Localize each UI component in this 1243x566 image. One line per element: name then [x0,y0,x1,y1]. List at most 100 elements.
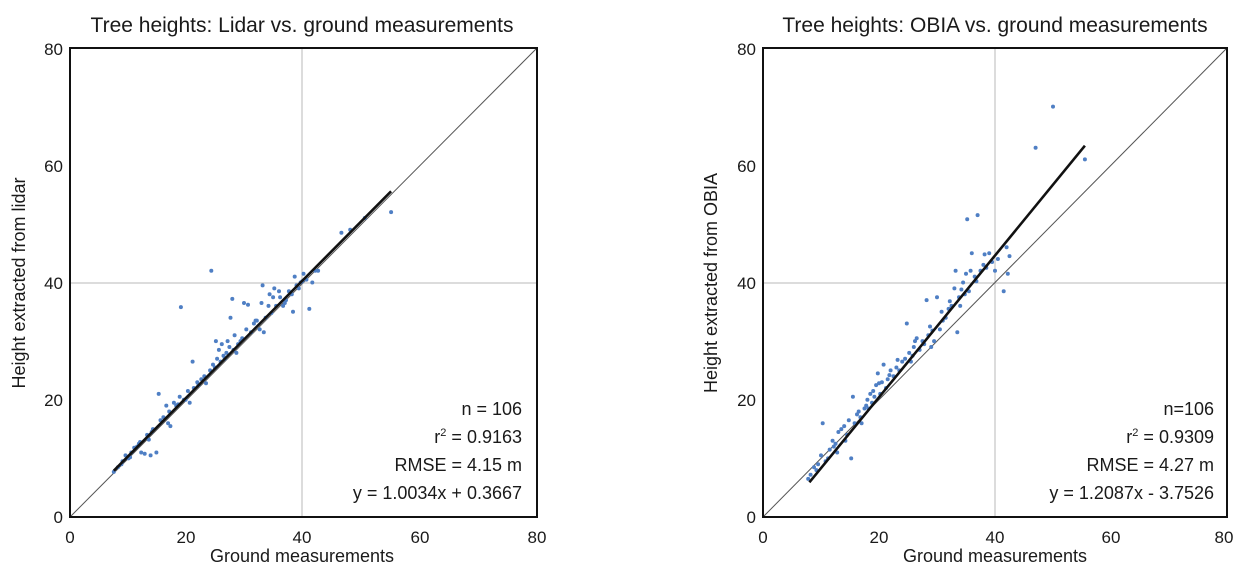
regression-line [112,190,393,472]
x-tick-label: 80 [528,528,547,547]
data-point [234,350,239,355]
data-point [881,362,886,367]
data-point [859,421,864,426]
stat-r-squared: r2 = 0.9309 [1126,427,1214,447]
data-point [987,251,992,256]
data-point [209,268,214,273]
data-point [833,441,838,446]
data-point [228,315,233,320]
y-tick-label: 80 [44,40,63,59]
data-point [227,345,232,349]
data-point [969,251,974,256]
data-point [955,330,960,335]
data-point [1033,145,1038,150]
data-point [213,339,218,344]
data-point [874,383,879,388]
data-point [260,283,265,288]
data-point [291,309,295,314]
y-tick-label: 0 [747,508,756,527]
data-point [827,447,832,452]
data-point [187,400,192,405]
data-point [142,451,147,456]
data-point [139,450,144,455]
data-point [914,336,919,341]
data-point [888,368,893,373]
data-point [146,437,151,442]
y-tick-label: 80 [737,40,756,59]
x-tick-label: 20 [870,528,889,547]
data-point [812,465,816,470]
data-point [316,268,321,273]
chart-lidar: Tree heights: Lidar vs. ground measureme… [9,14,546,566]
plot-frame [69,47,538,518]
data-point [928,324,932,329]
data-point [885,377,890,382]
data-point [871,389,876,393]
data-point [272,286,277,291]
data-point [178,305,183,310]
stat-n: n = 106 [461,399,522,419]
data-point [219,342,224,347]
data-point [816,462,821,467]
data-point [965,217,970,222]
data-point [904,321,909,326]
data-point [278,295,283,300]
x-tick-label: 80 [1215,528,1234,547]
data-point [267,292,272,297]
y-axis-label: Height extracted from OBIA [701,173,721,393]
data-point [282,301,287,305]
data-point [981,262,986,267]
data-point [224,350,229,355]
data-point [995,257,1000,261]
y-tick-label: 20 [44,391,63,410]
data-point [185,389,190,393]
data-point [1004,245,1009,250]
x-tick-label: 0 [758,528,767,547]
y-tick-label: 40 [44,274,63,293]
data-point [271,295,276,300]
data-point [216,347,221,352]
data-point [257,327,262,332]
data-point [232,333,237,338]
x-tick-label: 0 [65,528,74,547]
x-axis-label: Ground measurements [210,546,394,566]
data-point [953,268,958,273]
data-point [148,453,153,458]
data-point [968,268,973,273]
data-point [907,350,912,355]
chart-title: Tree heights: Lidar vs. ground measureme… [91,14,514,37]
data-point [929,345,934,349]
x-tick-label: 20 [177,528,196,547]
stat-rmse: RMSE = 4.15 m [394,455,522,475]
data-point [301,271,306,276]
data-point [156,391,161,396]
x-tick-label: 60 [411,528,430,547]
y-tick-label: 60 [737,157,756,176]
data-point [887,373,892,378]
data-point [846,418,851,423]
x-tick-label: 40 [293,528,312,547]
data-point [961,280,966,285]
data-point [831,444,836,449]
data-point [964,271,968,276]
data-point [310,280,315,285]
data-point [937,327,942,332]
y-tick-label: 20 [737,391,756,410]
data-point [253,318,258,323]
plot-frame [762,47,1228,518]
data-point [820,421,825,426]
data-point [259,301,264,305]
data-point [849,456,854,461]
data-point [868,391,873,396]
data-point [164,403,169,408]
data-point [865,397,870,402]
stat-n: n=106 [1163,399,1214,419]
data-point [864,403,869,408]
stat-equation: y = 1.0034x + 0.3667 [353,483,522,503]
data-point [819,453,823,458]
data-point [307,306,312,311]
data-point [244,327,249,332]
data-points [806,104,1087,481]
data-point [171,400,176,405]
